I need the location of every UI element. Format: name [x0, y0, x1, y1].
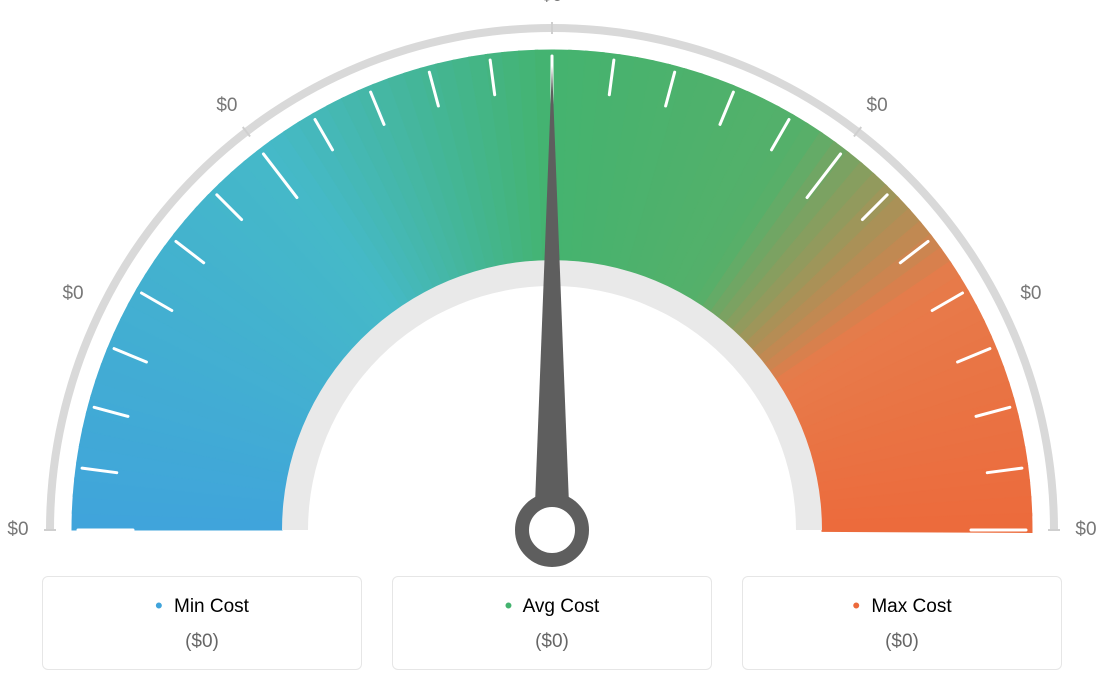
legend-value-avg: ($0) — [413, 631, 691, 653]
legend-dot-avg: • — [505, 593, 513, 618]
legend-row: • Min Cost ($0) • Avg Cost ($0) • Max Co… — [0, 576, 1104, 670]
legend-label-max: • Max Cost — [763, 593, 1041, 619]
legend-card-avg: • Avg Cost ($0) — [392, 576, 712, 670]
legend-card-max: • Max Cost ($0) — [742, 576, 1062, 670]
legend-card-min: • Min Cost ($0) — [42, 576, 362, 670]
gauge-scale-label: $0 — [1075, 519, 1096, 541]
legend-dot-max: • — [852, 593, 860, 618]
legend-value-min: ($0) — [63, 631, 341, 653]
cost-gauge-widget: $0 $0 $0 $0 $0 $0 $0 • Min Cost ($0) • Avg Cos… — [0, 0, 1104, 690]
gauge-scale-label: $0 — [216, 95, 237, 117]
gauge-chart: $0 $0 $0 $0 $0 $0 $0 — [0, 0, 1104, 580]
gauge-scale-label: $0 — [541, 0, 562, 7]
gauge-svg — [0, 0, 1104, 580]
gauge-scale-label: $0 — [1020, 283, 1041, 305]
legend-label-max-text: Max Cost — [871, 596, 951, 617]
legend-value-max: ($0) — [763, 631, 1041, 653]
legend-label-avg-text: Avg Cost — [523, 596, 600, 617]
gauge-scale-label: $0 — [867, 95, 888, 117]
legend-dot-min: • — [155, 593, 163, 618]
legend-label-avg: • Avg Cost — [413, 593, 691, 619]
legend-label-min: • Min Cost — [63, 593, 341, 619]
legend-label-min-text: Min Cost — [174, 596, 249, 617]
gauge-scale-label: $0 — [62, 283, 83, 305]
gauge-scale-label: $0 — [7, 519, 28, 541]
